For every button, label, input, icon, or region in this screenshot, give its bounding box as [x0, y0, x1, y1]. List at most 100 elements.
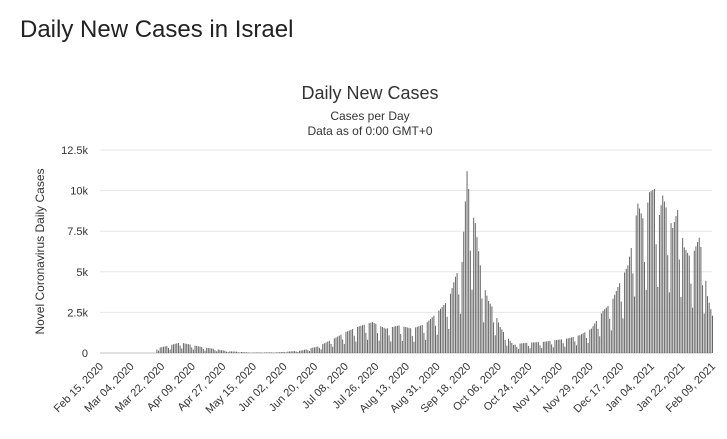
daily-case-bar[interactable] [345, 331, 347, 353]
daily-case-bar[interactable] [541, 347, 543, 353]
daily-case-bar[interactable] [171, 344, 173, 353]
daily-case-bar[interactable] [182, 343, 184, 353]
daily-case-bar[interactable] [517, 348, 519, 353]
daily-case-bar[interactable] [383, 327, 385, 353]
daily-case-bar[interactable] [259, 352, 261, 353]
daily-case-bar[interactable] [491, 306, 493, 353]
daily-case-bar[interactable] [320, 349, 322, 353]
daily-case-bar[interactable] [279, 352, 281, 353]
daily-case-bar[interactable] [166, 346, 168, 353]
daily-case-bar[interactable] [179, 345, 181, 353]
daily-case-bar[interactable] [362, 325, 364, 353]
daily-case-bar[interactable] [534, 342, 536, 353]
daily-case-bar[interactable] [275, 352, 277, 353]
daily-case-bar[interactable] [660, 205, 662, 353]
daily-case-bar[interactable] [672, 227, 674, 353]
daily-case-bar[interactable] [454, 276, 456, 353]
daily-case-bar[interactable] [566, 338, 568, 353]
daily-case-bar[interactable] [163, 346, 165, 353]
daily-case-bar[interactable] [630, 247, 632, 353]
daily-case-bar[interactable] [652, 190, 654, 353]
daily-case-bar[interactable] [357, 326, 359, 353]
daily-case-bar[interactable] [529, 348, 531, 353]
daily-case-bar[interactable] [708, 302, 710, 353]
daily-case-bar[interactable] [313, 347, 315, 353]
daily-case-bar[interactable] [441, 306, 443, 353]
daily-case-bar[interactable] [307, 350, 309, 353]
daily-case-bar[interactable] [199, 346, 201, 353]
daily-case-bar[interactable] [680, 297, 682, 353]
daily-case-bar[interactable] [232, 351, 234, 353]
daily-case-bar[interactable] [348, 330, 350, 353]
daily-case-bar[interactable] [244, 352, 246, 353]
daily-case-bar[interactable] [688, 255, 690, 353]
daily-case-bar[interactable] [333, 338, 335, 353]
daily-case-bar[interactable] [531, 342, 533, 353]
daily-case-bar[interactable] [610, 330, 612, 353]
daily-case-bar[interactable] [318, 347, 320, 353]
daily-case-bar[interactable] [315, 346, 317, 353]
daily-case-bar[interactable] [367, 339, 369, 353]
daily-case-bar[interactable] [342, 339, 344, 353]
daily-case-bar[interactable] [705, 280, 707, 353]
daily-case-bar[interactable] [214, 350, 216, 353]
daily-case-bar[interactable] [632, 273, 634, 353]
daily-case-bar[interactable] [599, 336, 601, 353]
daily-case-bar[interactable] [444, 303, 446, 353]
daily-case-bar[interactable] [224, 350, 226, 353]
daily-case-bar[interactable] [435, 325, 437, 353]
daily-case-bar[interactable] [226, 351, 228, 353]
daily-case-bar[interactable] [703, 313, 705, 353]
daily-case-bar[interactable] [373, 322, 375, 353]
daily-case-bar[interactable] [549, 340, 551, 353]
daily-case-bar[interactable] [197, 346, 199, 353]
daily-case-bar[interactable] [294, 351, 296, 353]
daily-case-bar[interactable] [476, 237, 478, 353]
daily-case-bar[interactable] [161, 347, 163, 353]
daily-case-bar[interactable] [289, 351, 291, 353]
daily-case-bar[interactable] [620, 301, 622, 353]
daily-case-bar[interactable] [655, 244, 657, 353]
daily-case-bar[interactable] [580, 334, 582, 353]
daily-case-bar[interactable] [640, 213, 642, 353]
daily-case-bar[interactable] [527, 345, 529, 353]
daily-case-bar[interactable] [471, 289, 473, 353]
daily-case-bar[interactable] [486, 295, 488, 353]
daily-case-bar[interactable] [231, 351, 233, 353]
daily-case-bar[interactable] [695, 246, 697, 353]
daily-case-bar[interactable] [698, 237, 700, 353]
daily-case-bar[interactable] [242, 352, 244, 353]
daily-case-bar[interactable] [400, 333, 402, 353]
daily-case-bar[interactable] [673, 222, 675, 353]
daily-case-bar[interactable] [574, 341, 576, 353]
daily-case-bar[interactable] [401, 340, 403, 353]
daily-case-bar[interactable] [352, 329, 354, 353]
daily-case-bar[interactable] [653, 188, 655, 353]
daily-case-bar[interactable] [365, 332, 367, 353]
daily-case-bar[interactable] [176, 343, 178, 353]
daily-case-bar[interactable] [169, 349, 171, 354]
daily-case-bar[interactable] [607, 305, 609, 353]
daily-case-bar[interactable] [408, 327, 410, 353]
daily-case-bar[interactable] [532, 342, 534, 353]
daily-case-bar[interactable] [571, 337, 573, 353]
daily-case-bar[interactable] [239, 352, 241, 354]
daily-case-bar[interactable] [368, 323, 370, 353]
daily-case-bar[interactable] [700, 246, 702, 353]
daily-case-bar[interactable] [624, 272, 626, 353]
daily-case-bar[interactable] [305, 349, 307, 353]
daily-case-bar[interactable] [683, 247, 685, 353]
daily-case-bar[interactable] [546, 341, 548, 353]
daily-case-bar[interactable] [325, 342, 327, 353]
daily-case-bar[interactable] [277, 352, 279, 353]
daily-case-bar[interactable] [423, 332, 425, 353]
daily-case-bar[interactable] [194, 345, 196, 353]
daily-case-bar[interactable] [521, 343, 523, 353]
daily-case-bar[interactable] [594, 323, 596, 353]
daily-case-bar[interactable] [247, 352, 249, 353]
daily-case-bar[interactable] [604, 309, 606, 353]
daily-case-bar[interactable] [337, 336, 339, 353]
daily-case-bar[interactable] [619, 283, 621, 353]
daily-case-bar[interactable] [579, 335, 581, 353]
daily-case-bar[interactable] [310, 348, 312, 353]
